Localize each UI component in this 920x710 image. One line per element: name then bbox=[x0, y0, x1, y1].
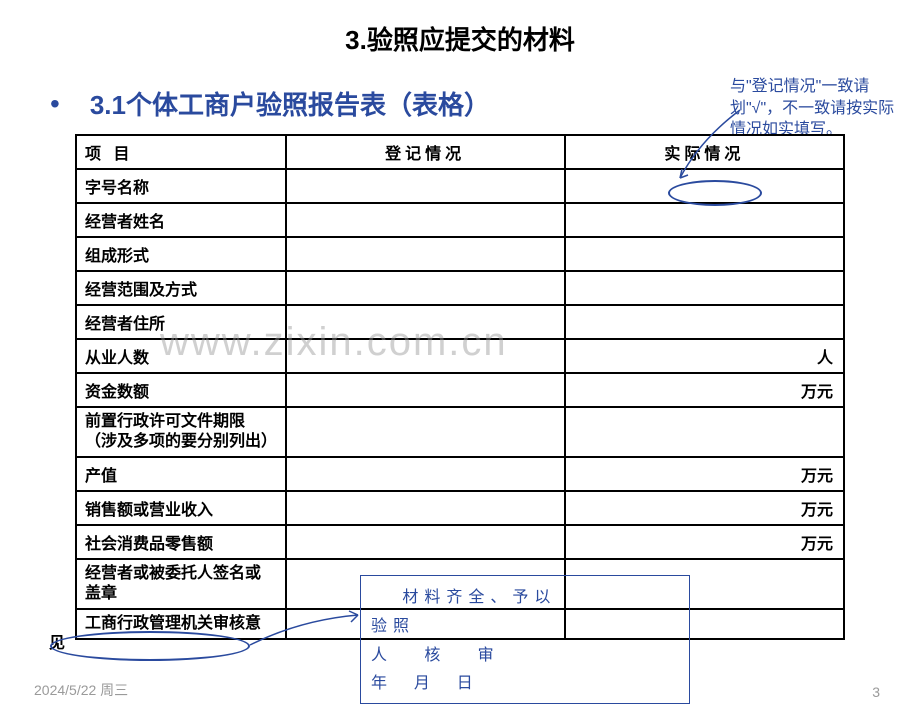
circle-annotation-authority bbox=[50, 631, 250, 661]
row-registered bbox=[286, 237, 565, 271]
header-col1: 项 目 bbox=[76, 135, 286, 169]
subtitle-number: 3.1 bbox=[90, 90, 126, 120]
row-registered bbox=[286, 203, 565, 237]
row-label: 销售额或营业收入 bbox=[76, 491, 286, 525]
form-table-container: 项 目 登记情况 实际情况 字号名称经营者姓名组成形式经营范围及方式经营者住所从… bbox=[75, 134, 845, 640]
row-registered bbox=[286, 407, 565, 457]
circle-annotation-actual bbox=[668, 180, 762, 206]
row-actual bbox=[565, 237, 844, 271]
row-label: 前置行政许可文件期限（涉及多项的要分别列出） bbox=[76, 407, 286, 457]
footer-page-number: 3 bbox=[872, 684, 880, 700]
row-registered bbox=[286, 271, 565, 305]
table-row: 经营者姓名 bbox=[76, 203, 844, 237]
footer-date: 2024/5/22 周三 bbox=[34, 680, 128, 700]
row-actual: 万元 bbox=[565, 491, 844, 525]
row-label: 组成形式 bbox=[76, 237, 286, 271]
subtitle: 3.1个体工商户验照报告表（表格） bbox=[90, 85, 490, 122]
row-actual bbox=[565, 203, 844, 237]
row-label: 经营者或被委托人签名或盖章 bbox=[76, 559, 286, 609]
row-label: 社会消费品零售额 bbox=[76, 525, 286, 559]
bullet-icon: • bbox=[50, 88, 60, 120]
table-row: 组成形式 bbox=[76, 237, 844, 271]
row-actual bbox=[565, 271, 844, 305]
row-label: 经营者姓名 bbox=[76, 203, 286, 237]
table-row: 产值 万元 bbox=[76, 457, 844, 491]
row-label: 经营者住所 bbox=[76, 305, 286, 339]
table-row: 资金数额 万元 bbox=[76, 373, 844, 407]
row-actual bbox=[565, 305, 844, 339]
row-registered bbox=[286, 305, 565, 339]
row-registered bbox=[286, 525, 565, 559]
header-col2: 登记情况 bbox=[286, 135, 565, 169]
annotation-note: 与"登记情况"一致请划"√"，不一致请按实际情况如实填写。 bbox=[730, 76, 900, 141]
row-label: 经营范围及方式 bbox=[76, 271, 286, 305]
row-actual: 万元 bbox=[565, 457, 844, 491]
row-label: 从业人数 bbox=[76, 339, 286, 373]
row-label: 资金数额 bbox=[76, 373, 286, 407]
stamp-line1: 材料齐全、予以 bbox=[371, 584, 679, 613]
table-row: 社会消费品零售额 万元 bbox=[76, 525, 844, 559]
table-row: 经营范围及方式 bbox=[76, 271, 844, 305]
table-row: 从业人数 人 bbox=[76, 339, 844, 373]
row-actual bbox=[565, 407, 844, 457]
approval-stamp-box: 材料齐全、予以 验照 人 核 审 年 月 日 bbox=[360, 575, 690, 704]
table-row: 销售额或营业收入 万元 bbox=[76, 491, 844, 525]
row-actual: 万元 bbox=[565, 373, 844, 407]
section-title: 3.验照应提交的材料 bbox=[0, 20, 920, 57]
table-row: 经营者住所 bbox=[76, 305, 844, 339]
form-table: 项 目 登记情况 实际情况 字号名称经营者姓名组成形式经营范围及方式经营者住所从… bbox=[75, 134, 845, 640]
row-registered bbox=[286, 491, 565, 525]
row-registered bbox=[286, 169, 565, 203]
row-registered bbox=[286, 373, 565, 407]
stamp-line4: 年 月 日 bbox=[371, 670, 679, 699]
subtitle-text: 个体工商户验照报告表（表格） bbox=[126, 90, 490, 120]
stamp-line3: 人 核 审 bbox=[371, 642, 679, 671]
row-registered bbox=[286, 339, 565, 373]
row-label: 字号名称 bbox=[76, 169, 286, 203]
row-actual: 万元 bbox=[565, 525, 844, 559]
row-label: 产值 bbox=[76, 457, 286, 491]
stamp-line2: 验照 bbox=[371, 613, 679, 642]
header-col3: 实际情况 bbox=[565, 135, 844, 169]
row-actual: 人 bbox=[565, 339, 844, 373]
row-registered bbox=[286, 457, 565, 491]
table-row: 前置行政许可文件期限（涉及多项的要分别列出） bbox=[76, 407, 844, 457]
table-header-row: 项 目 登记情况 实际情况 bbox=[76, 135, 844, 169]
